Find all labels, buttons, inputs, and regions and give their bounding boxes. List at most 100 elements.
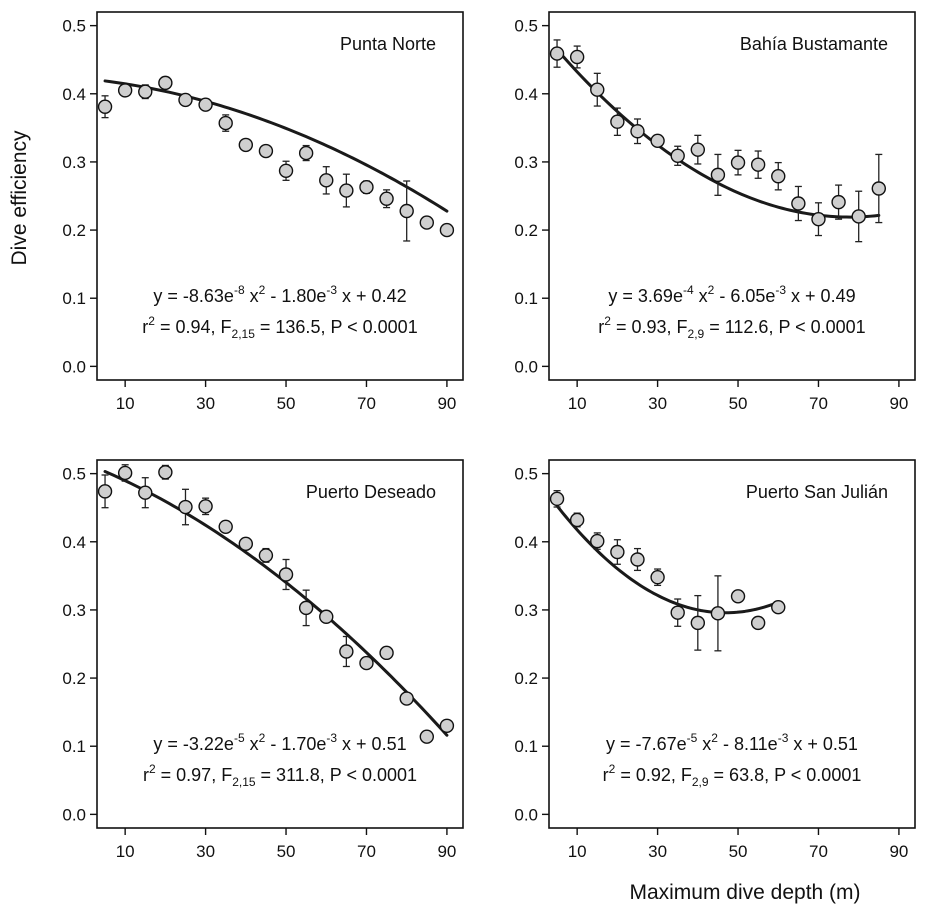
fit-statistics-part: r [142, 317, 148, 337]
plot-frame [96, 11, 464, 381]
fit-equation-part: 2 [708, 283, 715, 297]
data-point [590, 82, 605, 97]
y-axis-title: Dive efficiency [8, 130, 31, 266]
data-point [590, 533, 605, 549]
plot-frame [548, 11, 916, 381]
fit-statistics-part: 2,15 [232, 327, 256, 341]
fit-statistics-part: = 311.8, P < 0.0001 [256, 765, 417, 785]
data-point [569, 512, 585, 528]
x-tick-label: 70 [809, 394, 828, 413]
y-tick-label: 0.0 [62, 805, 86, 824]
fit-equation-part: -3 [326, 283, 337, 297]
fit-equation-part: x + 0.51 [337, 734, 407, 754]
fit-equation-part: x [694, 286, 708, 306]
fit-equation-part: x + 0.51 [788, 734, 858, 754]
fit-curve [555, 504, 780, 615]
data-point [238, 137, 254, 153]
data-point [399, 203, 414, 219]
x-tick-label: 10 [116, 394, 135, 413]
fit-equation-part: x [697, 734, 711, 754]
data-point [258, 143, 274, 159]
data-point [138, 485, 153, 500]
x-tick-label: 90 [437, 394, 456, 413]
fit-statistics-part: = 0.94, F [155, 317, 232, 337]
data-point [851, 209, 866, 224]
fit-statistics-part: 2,15 [232, 775, 256, 789]
y-tick-label: 0.5 [62, 17, 86, 36]
fit-equation-part: - 8.11e [718, 734, 778, 754]
x-tick-label: 30 [648, 842, 667, 861]
x-tick-label: 10 [116, 842, 135, 861]
fit-equation-part: y = -7.67e [606, 734, 687, 754]
panel-title: Puerto San Julián [746, 482, 888, 502]
fit-statistics-part: 2,9 [688, 327, 705, 341]
data-point [670, 148, 685, 163]
panel-title: Punta Norte [340, 34, 436, 54]
data-point [158, 465, 173, 480]
fit-equation-part: - 1.70e [265, 734, 326, 754]
y-tick-label: 0.1 [514, 737, 538, 756]
data-point [419, 215, 435, 230]
data-point [439, 718, 455, 733]
fit-statistics-part: r [603, 765, 609, 785]
data-point [298, 145, 314, 161]
y-tick-label: 0.0 [514, 357, 538, 376]
data-point [771, 600, 786, 615]
fit-equation-part: 2 [259, 731, 266, 745]
x-tick-label: 10 [568, 394, 587, 413]
data-point [339, 644, 354, 659]
x-axis-title: Maximum dive depth (m) [629, 881, 860, 904]
data-point [198, 499, 213, 514]
data-point [399, 691, 414, 706]
x-tick-label: 30 [196, 394, 215, 413]
x-tick-label: 70 [809, 842, 828, 861]
data-point [690, 142, 706, 157]
data-point [419, 729, 435, 744]
data-point [771, 169, 786, 184]
data-point [750, 157, 766, 172]
chart-panel: 0.0 0.1 0.2 0.3 0.4 0.5 10 30 50 70 90 Punta Norte y… [62, 11, 464, 413]
data-point [278, 567, 294, 582]
fit-curve [103, 79, 449, 213]
chart-panel: 0.0 0.1 0.2 0.3 0.4 0.5 10 30 50 70 90 Puerto Desea… [62, 459, 464, 861]
fit-statistics: r2 = 0.97, F2,15 = 311.8, P < 0.0001 [143, 762, 417, 789]
fit-statistics-part: = 112.6, P < 0.0001 [704, 317, 865, 337]
x-tick-label: 50 [729, 394, 748, 413]
fit-equation-part: -3 [775, 283, 786, 297]
data-point [238, 536, 254, 552]
data-point [710, 606, 726, 621]
data-point [730, 155, 746, 170]
fit-equation: y = -8.63e-8 x2 - 1.80e-3 x + 0.42 [153, 283, 406, 306]
data-point [359, 179, 374, 195]
data-point [298, 600, 314, 616]
y-tick-label: 0.2 [62, 669, 86, 688]
panel-title: Bahía Bustamante [740, 34, 888, 54]
data-point [379, 645, 394, 661]
y-tick-label: 0.1 [62, 289, 86, 308]
data-point [650, 570, 665, 585]
y-tick-label: 0.5 [514, 465, 538, 484]
x-tick-label: 90 [889, 842, 908, 861]
fit-statistics-part: 2,9 [692, 775, 709, 789]
data-point [218, 115, 233, 131]
y-tick-label: 0.0 [514, 805, 538, 824]
data-point [610, 114, 625, 129]
y-tick-label: 0.3 [514, 153, 538, 172]
data-point [178, 499, 193, 515]
x-tick-label: 90 [437, 842, 456, 861]
y-tick-label: 0.4 [62, 533, 86, 552]
data-point [710, 167, 726, 183]
data-point [319, 173, 334, 188]
fit-equation: y = -3.22e-5 x2 - 1.70e-3 x + 0.51 [153, 731, 406, 754]
fit-statistics-part: = 0.93, F [611, 317, 688, 337]
fit-statistics: r2 = 0.93, F2,9 = 112.6, P < 0.0001 [598, 314, 865, 341]
plot-frame [96, 459, 464, 829]
data-point [630, 124, 645, 139]
fit-statistics-part: 2 [148, 314, 155, 328]
data-point [97, 99, 113, 114]
data-point [630, 552, 645, 567]
data-point [831, 194, 846, 210]
y-tick-label: 0.5 [514, 17, 538, 36]
data-point [258, 548, 274, 563]
fit-statistics: r2 = 0.92, F2,9 = 63.8, P < 0.0001 [603, 762, 862, 789]
